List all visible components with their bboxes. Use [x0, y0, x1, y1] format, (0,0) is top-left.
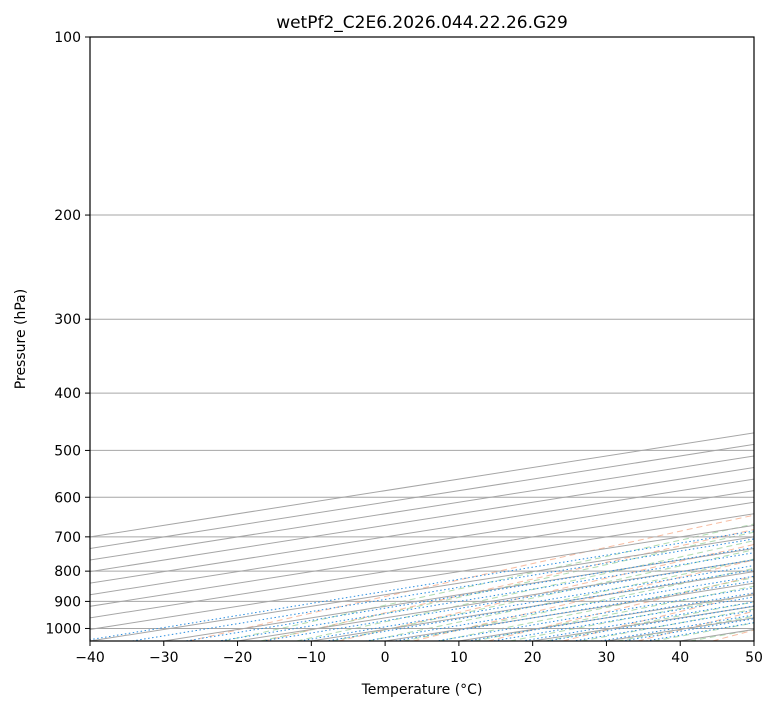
y-axis-label: Pressure (hPa)	[13, 289, 29, 389]
x-tick-label: −40	[75, 650, 105, 666]
x-tick-label: 0	[381, 650, 390, 666]
y-tick-label: 500	[54, 443, 81, 459]
x-axis-label: Temperature (°C)	[361, 682, 483, 698]
y-tick-label: 800	[54, 564, 81, 580]
y-tick-label: 300	[54, 312, 81, 328]
y-tick-label: 1000	[45, 621, 81, 637]
x-tick-label: 20	[524, 650, 542, 666]
x-tick-label: −10	[297, 650, 327, 666]
y-tick-label: 100	[54, 30, 81, 46]
x-tick-label: 50	[745, 650, 763, 666]
plot-background	[90, 37, 754, 641]
chart-title: wetPf2_C2E6.2026.044.22.26.G29	[276, 13, 568, 33]
y-tick-label: 900	[54, 594, 81, 610]
y-tick-label: 600	[54, 490, 81, 506]
x-tick-label: −20	[223, 650, 253, 666]
y-tick-label: 700	[54, 530, 81, 546]
x-tick-label: −30	[149, 650, 179, 666]
y-tick-label: 400	[54, 386, 81, 402]
x-tick-label: 10	[450, 650, 468, 666]
x-tick-label: 30	[598, 650, 616, 666]
y-tick-label: 200	[54, 208, 81, 224]
x-tick-label: 40	[671, 650, 689, 666]
